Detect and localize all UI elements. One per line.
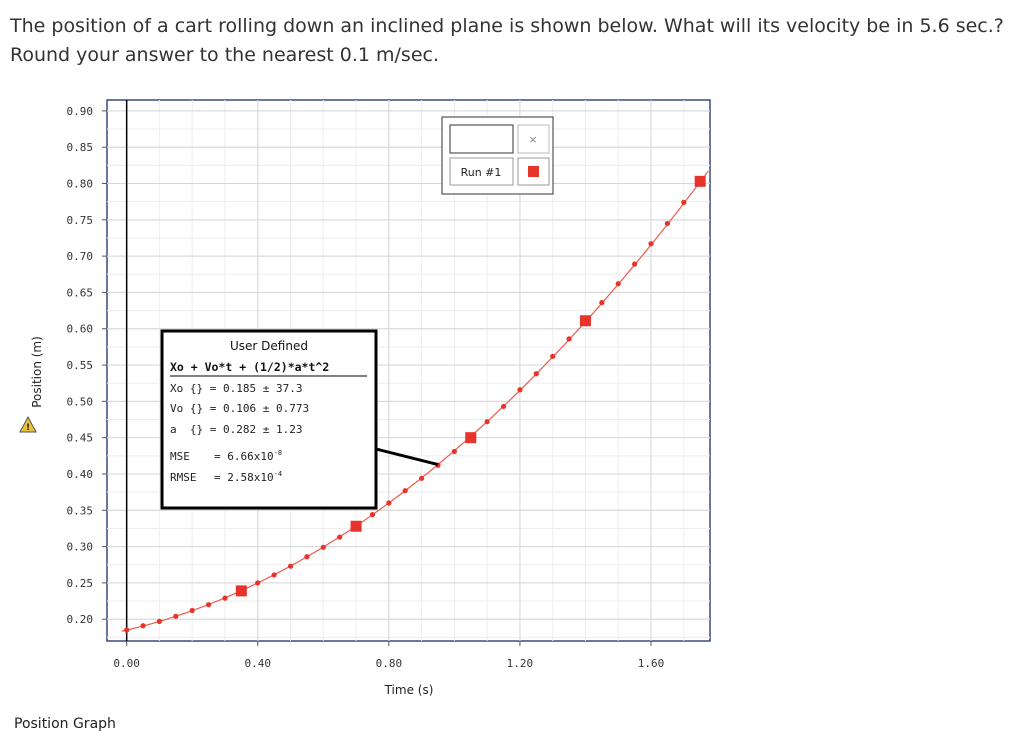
y-tick-label: 0.30 [67,541,94,554]
data-points [124,175,706,633]
data-point[interactable] [419,475,425,481]
data-point[interactable] [386,500,392,506]
data-point[interactable] [615,281,621,287]
data-point[interactable] [681,199,687,205]
x-axis-ticks: 0.00 0.40 0.80 1.20 1.60 [113,641,664,670]
x-tick-label: 0.40 [245,657,272,670]
x-tick-label: 1.20 [507,657,534,670]
data-point[interactable] [550,353,556,359]
y-tick-label: 0.90 [67,105,94,118]
y-tick-label: 0.20 [67,613,94,626]
y-tick-label: 0.70 [67,250,94,263]
warning-icon[interactable]: ! [19,415,37,433]
data-point[interactable] [287,563,294,569]
y-tick-label: 0.85 [67,141,94,154]
legend-swatch-button[interactable] [517,157,550,186]
data-point[interactable] [599,300,605,306]
data-point[interactable] [271,572,277,578]
data-point[interactable] [304,554,310,560]
data-point[interactable] [173,613,179,619]
data-point[interactable] [664,220,670,227]
fit-rmse-exponent: -4 [274,470,282,478]
fit-box-equation: Xo + Vo*t + (1/2)*a*t^2 [170,360,329,374]
legend-color-swatch [528,166,539,177]
fit-rmse-mantissa: = 2.58x10 [214,471,274,484]
data-point[interactable] [156,618,163,624]
legend-run-label: Run #1 [461,166,502,179]
y-tick-label: 0.75 [67,214,94,227]
data-point[interactable] [648,241,654,247]
fit-param-a: a {} = 0.282 ± 1.23 [170,423,302,436]
fit-rmse-label: RMSE [170,471,197,484]
fit-mse-exponent: -8 [274,449,282,457]
y-tick-label: 0.80 [67,178,94,191]
fit-mse-value: = 6.66x10-8 [214,449,282,463]
y-axis-ticks: 0.20 0.25 0.30 0.35 0.40 0.45 0.50 0.55 0.60 0.65… [67,105,107,626]
fit-param-vo: Vo {} = 0.106 ± 0.773 [170,402,309,415]
fit-curve [121,170,709,632]
data-point[interactable] [533,371,539,377]
fit-box-leader-line [375,447,439,467]
fit-param-xo: Xo {} = 0.185 ± 37.3 [170,382,302,395]
legend-name-field[interactable] [449,124,514,154]
legend-run-button[interactable] [449,157,514,186]
y-axis-label-group: Position (m) [30,336,44,408]
data-point-marker[interactable] [235,585,247,597]
data-point[interactable] [140,623,146,629]
fit-box[interactable]: User Defined Xo + Vo*t + (1/2)*a*t^2 Xo … [160,329,378,510]
data-point-marker[interactable] [350,520,362,532]
data-point[interactable] [484,419,490,425]
data-point[interactable] [189,607,195,614]
y-tick-label: 0.25 [67,577,94,590]
data-point-marker[interactable] [579,315,591,327]
data-point[interactable] [369,512,376,518]
data-point[interactable] [402,488,408,494]
data-point[interactable] [255,580,261,586]
data-point[interactable] [337,534,343,540]
x-tick-label: 0.00 [113,657,140,670]
fit-box-title: User Defined [230,339,308,353]
svg-text:!: ! [26,423,30,433]
y-axis-label: Position (m) [30,336,44,408]
graph-caption: Position Graph [14,716,116,732]
y-tick-label: 0.35 [67,504,94,517]
data-point[interactable] [222,595,228,601]
data-point[interactable] [500,403,507,410]
data-point[interactable] [124,627,130,633]
data-point[interactable] [566,336,572,342]
y-tick-label: 0.50 [67,395,94,408]
data-point-marker[interactable] [465,432,477,444]
fit-mse-mantissa: = 6.66x10 [214,450,274,463]
y-tick-label: 0.65 [67,286,94,299]
y-tick-label: 0.40 [67,468,94,481]
x-tick-label: 1.60 [638,657,665,670]
x-axis-label: Time (s) [384,683,434,697]
y-tick-label: 0.60 [67,323,94,336]
legend: × Run #1 [441,116,554,195]
data-point[interactable] [632,261,638,267]
x-tick-label: 0.80 [376,657,403,670]
data-point[interactable] [320,544,326,550]
close-icon: × [528,133,537,146]
data-point[interactable] [205,602,212,608]
fit-rmse-value: = 2.58x10-4 [214,470,282,484]
y-tick-label: 0.45 [67,432,94,445]
y-tick-label: 0.55 [67,359,94,372]
question-text: The position of a cart rolling down an i… [10,15,1004,66]
data-point[interactable] [517,387,523,393]
legend-close-button[interactable] [517,124,550,154]
fit-mse-label: MSE [170,450,190,463]
data-point[interactable] [451,448,457,455]
data-point-marker[interactable] [694,175,706,187]
